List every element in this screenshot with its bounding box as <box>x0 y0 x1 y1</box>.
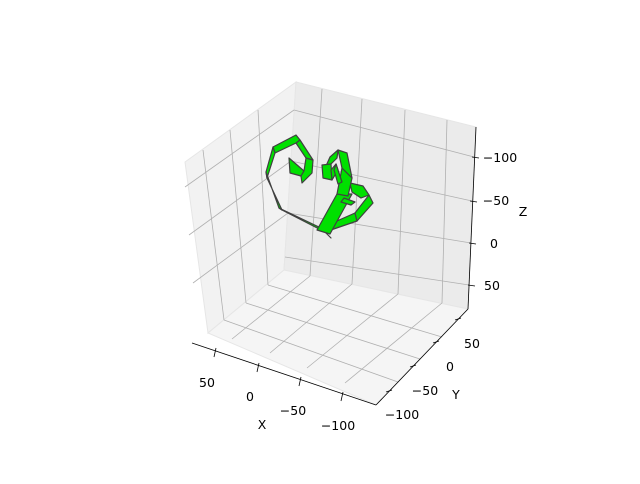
gridlines <box>184 88 475 384</box>
ribbon <box>265 134 374 239</box>
grid-floor-y2 <box>269 283 353 354</box>
y-axis-label: Y <box>451 387 460 402</box>
grid-x-3 <box>257 109 269 286</box>
y-tick-label-3: −50 <box>412 383 438 398</box>
grid-z-r2 <box>290 160 473 202</box>
grid-floor-x2 <box>245 302 421 360</box>
z-tick-label-1: −100 <box>483 150 517 165</box>
grid-floor-y4 <box>344 302 443 384</box>
grid-y-4 <box>441 119 448 304</box>
x-tick-label-3: −50 <box>280 403 306 418</box>
grid-z-l2 <box>188 160 292 236</box>
y-tick-50 <box>454 317 462 321</box>
z-tick-50 <box>467 284 476 287</box>
ribbon-segment-18 <box>333 163 343 185</box>
grid-floor-x1 <box>223 319 399 383</box>
grid-z-l3 <box>192 212 289 284</box>
ribbon-segment-19 <box>340 197 356 206</box>
grid-z-r1 <box>293 109 475 158</box>
x-tick-m50 <box>298 376 302 387</box>
axis-labels: X Y Z <box>258 204 528 432</box>
ribbon-segment-4 <box>272 134 301 154</box>
grid-y-3 <box>397 109 406 295</box>
x-tick-50 <box>213 347 217 358</box>
grid-y-1 <box>309 88 323 277</box>
x-tick-m100 <box>340 391 344 402</box>
y-tick-label-2: 0 <box>446 359 454 374</box>
y-axis-line <box>375 308 469 406</box>
x-tick-label-1: 50 <box>199 375 215 390</box>
z-tick-m50 <box>469 200 478 203</box>
y-tick-label-1: 50 <box>464 336 480 351</box>
grid-x-2 <box>229 129 247 304</box>
grid-floor-y3 <box>306 293 399 369</box>
ribbon-segment-14 <box>337 149 353 179</box>
y-tick-label-4: −100 <box>385 407 419 422</box>
grid-floor-y1 <box>231 275 311 340</box>
grid-z-l1 <box>184 109 295 188</box>
tick-labels: 50 0 −50 −100 50 0 −50 −100 −100 −50 0 5… <box>199 150 517 433</box>
ticks <box>213 156 480 402</box>
z-tick-m100 <box>471 156 480 159</box>
y-tick-m50 <box>409 364 417 368</box>
y-tick-m100 <box>385 389 393 393</box>
y-tick-0 <box>432 340 440 344</box>
x-tick-0 <box>256 362 260 373</box>
z-tick-label-4: 50 <box>484 278 500 293</box>
grid-x-1 <box>202 149 225 321</box>
x-tick-label-4: −100 <box>321 418 355 433</box>
x-tick-label-2: 0 <box>246 389 254 404</box>
z-axis-label: Z <box>519 204 528 219</box>
z-tick-0 <box>468 242 477 245</box>
x-axis-line <box>191 342 377 406</box>
x-axis-label: X <box>258 417 267 432</box>
grid-z-r3 <box>287 212 472 244</box>
panes <box>184 80 477 406</box>
ribbon-segment-16 <box>321 163 333 181</box>
z-tick-label-2: −50 <box>483 193 509 208</box>
grid-floor-x3 <box>267 284 443 338</box>
z-tick-label-3: 0 <box>490 236 498 251</box>
grid-z-r4 <box>284 256 470 286</box>
ribbon-segment-10 <box>349 182 370 199</box>
